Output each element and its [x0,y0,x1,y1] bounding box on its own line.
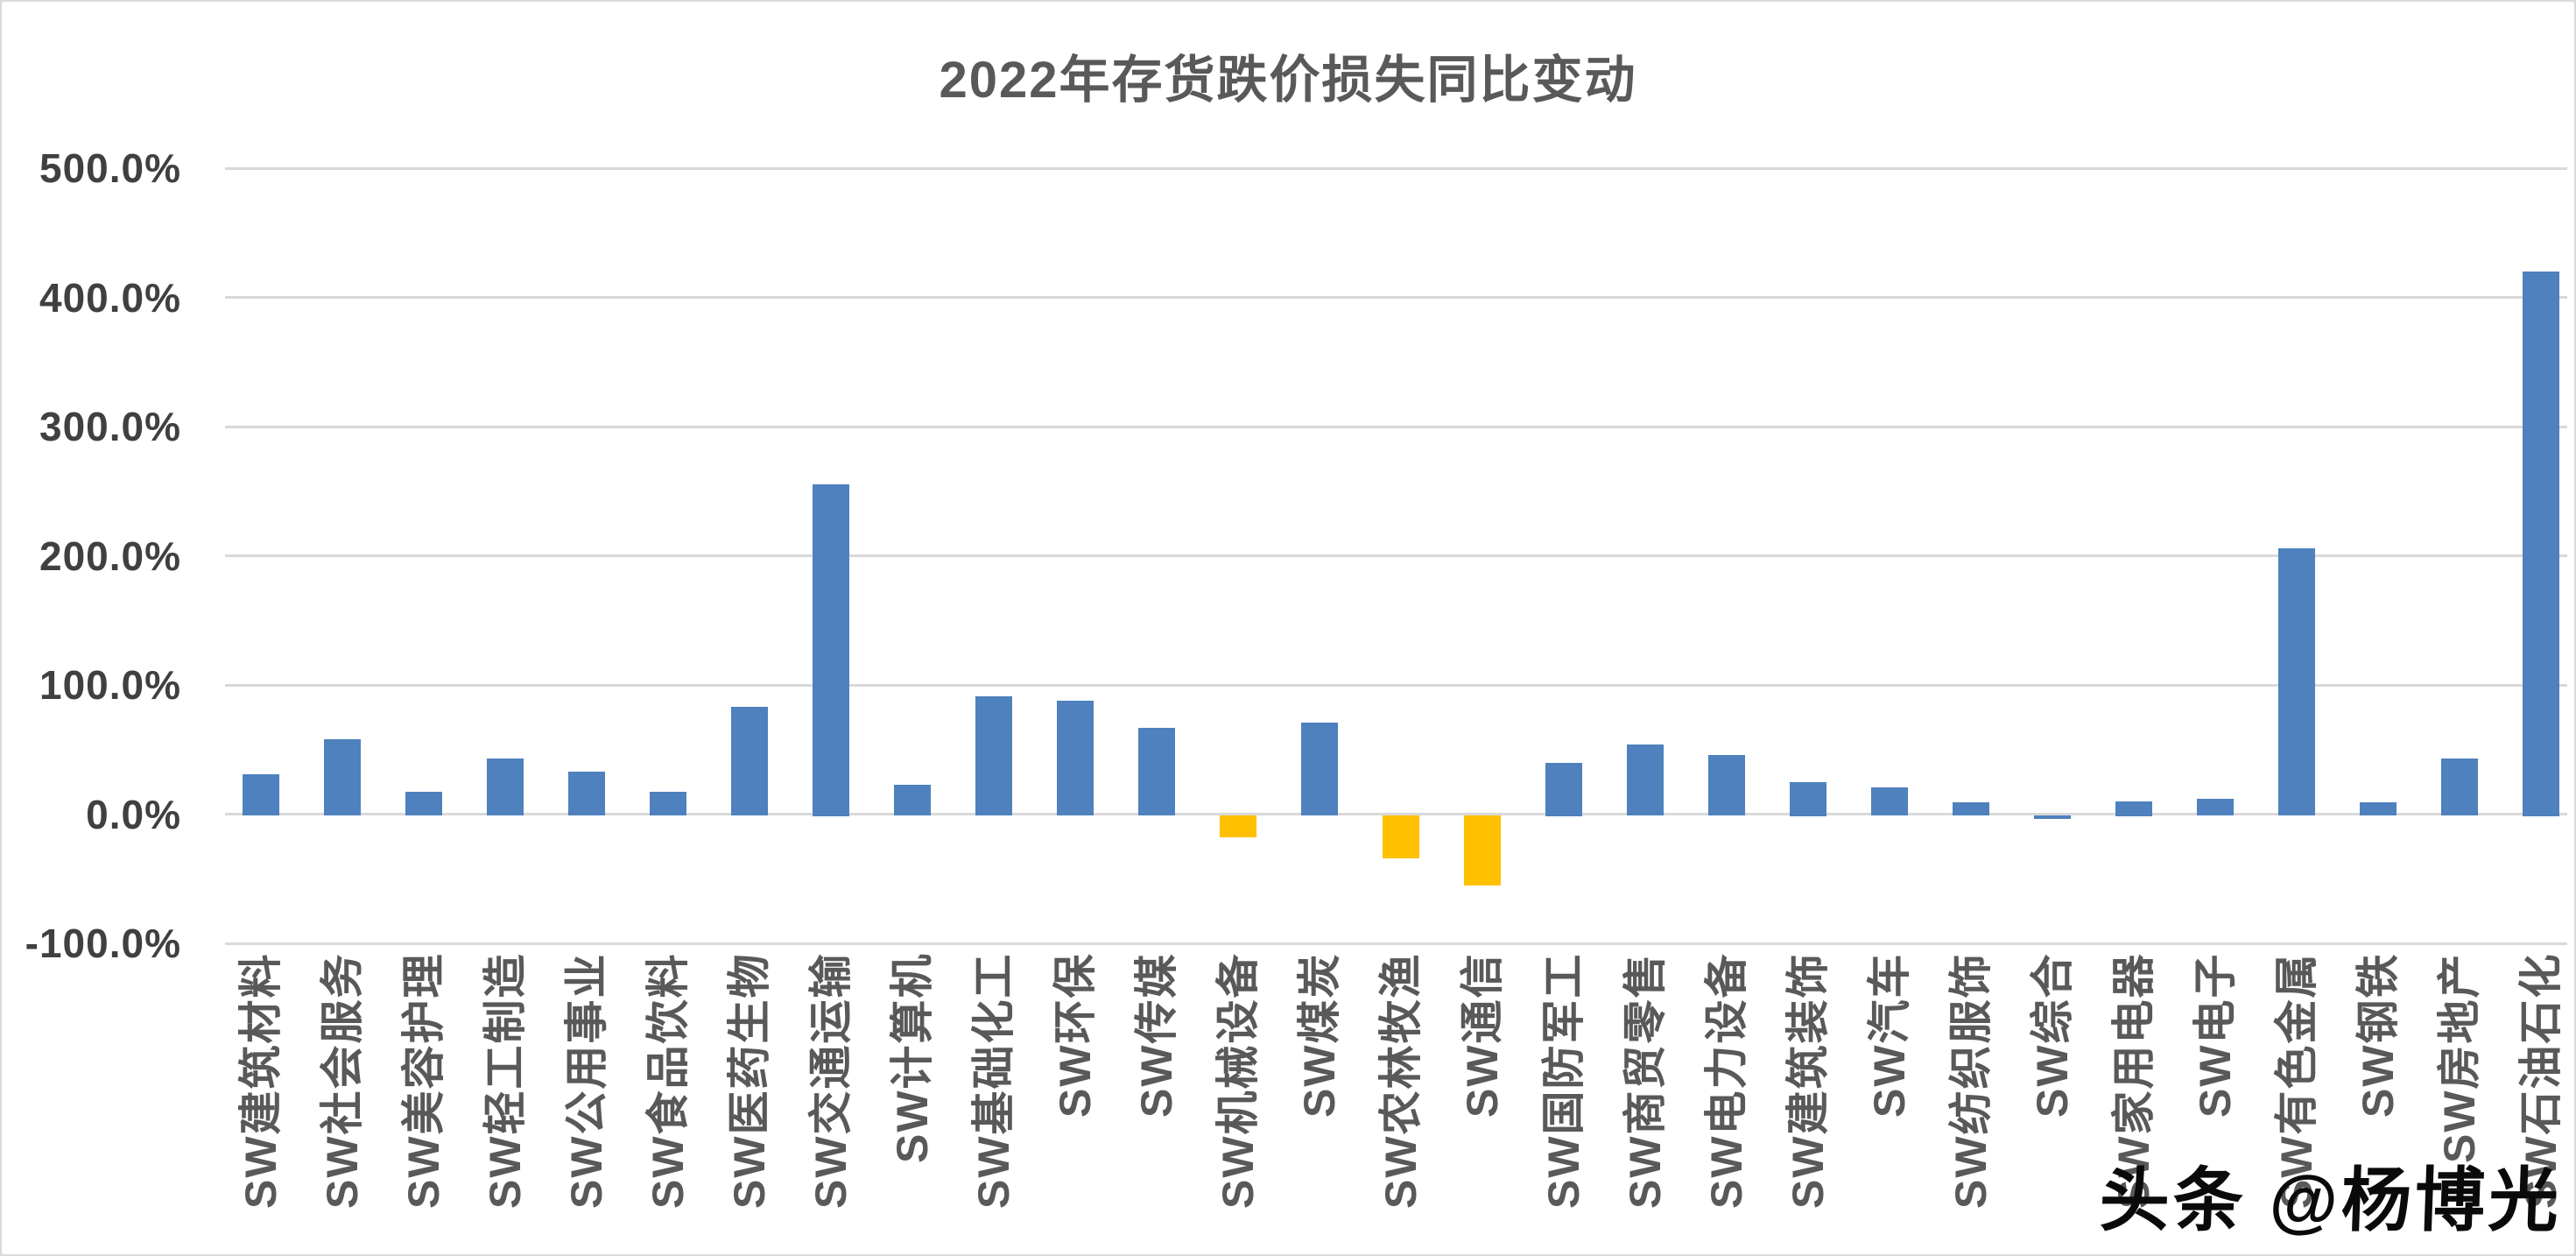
bar-SW煤炭 [1301,722,1338,816]
x-tick-label: SW通信 [1458,952,1507,1118]
bar-SW传媒 [1138,727,1175,816]
x-tick-label: SW环保 [1051,952,1100,1118]
bar-SW石油石化 [2523,272,2559,816]
bar-SW食品饮料 [650,792,686,816]
bar-SW基础化工 [975,696,1012,816]
gridline [225,813,2567,815]
x-tick-label: SW农林牧渔 [1376,952,1425,1209]
x-tick-label: SW房地产 [2435,952,2484,1163]
bar-SW农林牧渔 [1383,815,1419,858]
x-tick-label: SW美容护理 [399,952,448,1209]
y-tick-label: 300.0% [39,404,181,449]
y-tick-label: -100.0% [25,921,181,966]
bar-SW建筑装饰 [1790,781,1826,816]
gridline [225,166,2567,170]
bar-SW综合 [2034,815,2071,820]
watermark: 头条 @杨博光 [2097,1161,2564,1239]
gridline [225,425,2567,428]
x-tick-label: SW建筑装饰 [1784,952,1833,1209]
bar-SW机械设备 [1220,815,1256,838]
x-tick-label: SW食品饮料 [644,952,693,1209]
y-tick-label: 100.0% [39,662,181,708]
x-tick-label: SW社会服务 [318,952,367,1209]
y-tick-label: 500.0% [39,145,181,191]
x-tick-label: SW钢铁 [2354,952,2403,1118]
bar-SW美容护理 [405,792,442,816]
bar-SW公用事业 [568,771,605,816]
bar-SW商贸零售 [1627,744,1664,816]
x-tick-label: SW建筑材料 [236,952,285,1209]
x-tick-label: SW传媒 [1132,952,1181,1118]
x-tick-label: SW交通运输 [806,952,855,1209]
bar-SW钢铁 [2360,802,2397,816]
gridline [225,942,2567,945]
bar-SW房地产 [2441,759,2478,816]
x-tick-label: SW计算机 [888,952,937,1163]
x-tick-label: SW公用事业 [562,952,611,1209]
bar-SW汽车 [1871,787,1908,816]
x-tick-label: SW医药生物 [725,952,774,1209]
x-tick-label: SW轻工制造 [481,952,530,1209]
bar-SW轻工制造 [487,759,524,816]
bar-SW建筑材料 [243,773,279,816]
x-tick-label: SW纺织服饰 [1946,952,1995,1209]
bar-SW社会服务 [324,738,361,816]
x-tick-label: SW基础化工 [969,952,1018,1209]
bar-SW电子 [2197,798,2234,816]
bar-SW电力设备 [1708,754,1745,816]
y-tick-label: 200.0% [39,533,181,579]
x-tick-label: SW电力设备 [1702,952,1751,1209]
chart-title: 2022年存货跌价损失同比变动 [939,52,1637,109]
y-tick-label: 400.0% [39,274,181,321]
bar-SW纺织服饰 [1953,802,1989,816]
bar-SW家用电器 [2115,801,2152,816]
x-tick-label: SW商贸零售 [1621,952,1670,1209]
bar-SW国防军工 [1545,762,1582,816]
x-tick-label: SW国防军工 [1539,952,1588,1209]
bar-SW有色金属 [2278,547,2315,816]
x-tick-label: SW煤炭 [1295,952,1344,1118]
x-tick-label: SW综合 [2028,952,2077,1118]
gridline [225,683,2567,687]
bar-SW通信 [1464,815,1501,886]
x-tick-label: SW汽车 [1865,952,1914,1118]
x-tick-label: SW机械设备 [1214,952,1263,1209]
bar-SW计算机 [894,784,931,816]
gridline [225,554,2567,557]
y-tick-label: 0.0% [86,791,181,837]
bar-SW环保 [1057,700,1094,816]
x-tick-label: SW电子 [2191,952,2240,1118]
bar-SW医药生物 [731,707,768,816]
gridline [225,296,2567,299]
bar-SW交通运输 [813,484,849,816]
